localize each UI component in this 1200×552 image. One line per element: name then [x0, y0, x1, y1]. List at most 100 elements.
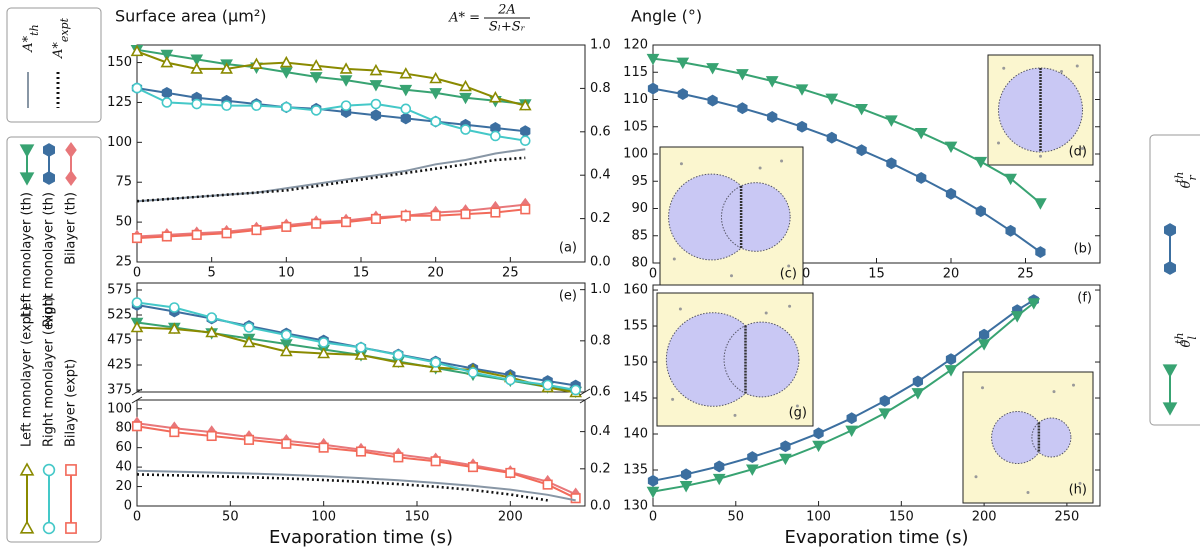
x-tick-label: 250	[1054, 510, 1079, 525]
y-tick-label: 100	[107, 135, 132, 150]
y-tick-label: 80	[115, 421, 132, 436]
series-line	[136, 50, 526, 107]
data-point	[243, 434, 255, 445]
inset-particle	[981, 386, 984, 390]
x-tick-label: 100	[806, 510, 831, 525]
legend-label: A*th	[21, 24, 41, 52]
data-point	[309, 72, 323, 84]
inset-particle	[1039, 154, 1042, 158]
y-tick-label: 475	[107, 333, 132, 348]
x-tick-label: 25	[1017, 267, 1034, 282]
axis-title: Angle (°)	[631, 7, 702, 26]
data-point	[399, 84, 413, 97]
data-point	[679, 481, 693, 493]
data-point	[767, 111, 778, 123]
data-point	[826, 131, 837, 144]
data-point	[430, 210, 441, 221]
inset-label: (c)	[780, 267, 797, 282]
data-point	[317, 346, 331, 359]
x-tick-label: 100	[311, 510, 336, 525]
data-point	[914, 127, 928, 140]
formula-den: Sₗ+Sᵣ	[489, 20, 526, 35]
data-point	[812, 440, 825, 453]
legend-marker	[1162, 402, 1178, 416]
data-point	[281, 329, 292, 341]
data-point	[916, 172, 927, 184]
y-tick-label: 75	[115, 175, 132, 190]
legend-marker	[65, 170, 77, 186]
data-point	[205, 325, 219, 338]
x-tick-label: 200	[498, 510, 523, 525]
inset-droplet	[1031, 417, 1072, 458]
data-point	[706, 63, 719, 75]
x-tick-label: 20	[427, 266, 444, 281]
data-point	[400, 112, 411, 125]
data-point	[160, 49, 174, 62]
data-point	[490, 130, 501, 142]
data-point	[369, 80, 383, 92]
legend-marker	[19, 462, 35, 476]
data-point	[340, 100, 352, 111]
series-line	[136, 148, 526, 203]
y-tick-label: 575	[107, 283, 132, 298]
data-point	[169, 427, 180, 438]
data-point	[191, 229, 202, 240]
panel-label: (b)	[1074, 242, 1092, 257]
series-line	[136, 469, 576, 502]
y-tick-label: 145	[623, 391, 648, 406]
y-tick-label: 110	[623, 92, 648, 107]
legend-marker	[1164, 223, 1176, 237]
data-point	[796, 120, 808, 133]
axis-break	[131, 396, 143, 404]
data-point	[459, 79, 472, 92]
data-point	[647, 82, 659, 95]
data-point	[505, 467, 516, 478]
x-tick-label: 0	[133, 266, 141, 281]
data-point	[311, 218, 322, 229]
y2-tick-label: 0.8	[590, 81, 611, 96]
y2-tick-label: 0.4	[590, 168, 611, 183]
data-point	[393, 349, 404, 361]
legend-label-sup: th	[1173, 333, 1186, 345]
data-point	[369, 63, 383, 76]
inset-particle	[758, 166, 762, 170]
legend-marker	[43, 143, 55, 157]
y-tick-label: 125	[107, 95, 132, 110]
data-point	[885, 115, 898, 127]
data-point	[400, 103, 412, 115]
panel-label: (a)	[559, 241, 577, 256]
y-tick-label: 100	[107, 401, 132, 416]
data-point	[845, 425, 859, 438]
legend-label: Right monolayer (th)	[42, 192, 57, 327]
y2-tick-label: 0.0	[590, 499, 611, 514]
x-tick-label: 0	[649, 510, 657, 525]
inset-particle	[1026, 491, 1030, 495]
data-point	[489, 91, 502, 103]
x-tick-label: 15	[868, 267, 885, 282]
y-tick-label: 525	[107, 308, 132, 323]
data-point	[206, 312, 217, 323]
inset-label: (g)	[789, 406, 807, 421]
data-point	[912, 375, 924, 388]
data-point	[779, 453, 792, 466]
data-point	[846, 412, 857, 425]
data-point	[161, 231, 172, 242]
data-point	[676, 57, 690, 70]
legend-marker	[19, 144, 35, 158]
axis-break	[131, 388, 143, 396]
y-tick-label: 135	[623, 463, 648, 478]
y-tick-label: 140	[623, 427, 648, 442]
data-point	[520, 125, 531, 138]
data-point	[765, 76, 779, 88]
x-tick-label: 20	[943, 267, 960, 282]
y-tick-label: 25	[115, 255, 132, 270]
data-point	[518, 98, 532, 111]
y-tick-label: 115	[623, 65, 648, 80]
legend-marker	[19, 520, 35, 534]
legend-label-base: A*	[21, 35, 36, 52]
data-point	[570, 384, 581, 396]
data-point	[945, 353, 957, 366]
inset-particle	[679, 162, 683, 166]
